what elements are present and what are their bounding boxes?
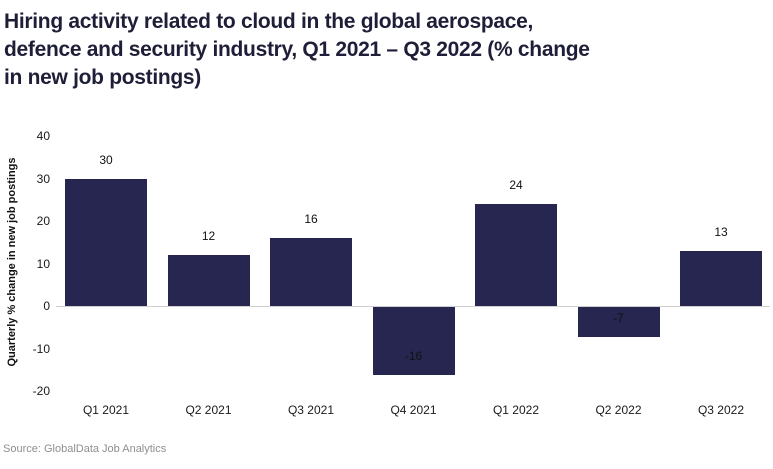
bar-value-label: 13 xyxy=(714,224,728,239)
bar-q1-2021 xyxy=(65,178,147,306)
bar-value-label: -7 xyxy=(613,310,624,325)
x-axis-tick-label: Q2 2022 xyxy=(595,403,642,417)
bar-value-label: -16 xyxy=(404,349,423,363)
source-attribution: Source: GlobalData Job Analytics xyxy=(3,443,167,455)
x-axis-tick-label: Q4 2021 xyxy=(390,403,437,417)
zero-baseline xyxy=(56,306,770,307)
bar-q4-2021 xyxy=(372,307,455,375)
x-axis-tick-label: Q3 2021 xyxy=(287,403,335,417)
bar-value-label: 12 xyxy=(201,229,216,243)
x-axis-tick-label: Q3 2022 xyxy=(697,403,745,417)
bar-q1-2022 xyxy=(475,204,557,306)
page-title: Hiring activity related to cloud in the … xyxy=(4,8,590,92)
y-axis-tick-label: 40 xyxy=(36,129,50,143)
y-axis-tick-label: 10 xyxy=(36,256,50,271)
page-title-line-3: in new job postings) xyxy=(4,66,201,89)
x-axis-tick-label: Q2 2021 xyxy=(185,403,232,417)
bar-q2-2021 xyxy=(167,255,250,306)
bar-q2-2022 xyxy=(577,307,660,337)
x-axis-tick-label: Q1 2021 xyxy=(82,403,130,417)
y-axis-tick-label: -20 xyxy=(32,384,50,398)
bar-value-label: 24 xyxy=(509,178,523,192)
bar-q3-2021 xyxy=(270,238,352,306)
bar-value-label: 16 xyxy=(304,212,318,226)
y-axis-tick-label: 30 xyxy=(36,171,50,186)
page-title-line-2: defence and security industry, Q1 2021 –… xyxy=(4,38,590,61)
y-axis-tick-label: 0 xyxy=(43,299,50,313)
bar-q3-2022 xyxy=(680,250,762,306)
y-axis-tick-label: -10 xyxy=(32,341,50,356)
y-axis-tick-label: 20 xyxy=(36,214,50,228)
page-title-line-1: Hiring activity related to cloud in the … xyxy=(4,10,534,33)
bar-value-label: 30 xyxy=(99,152,113,167)
x-axis-tick-label: Q1 2022 xyxy=(492,403,540,417)
